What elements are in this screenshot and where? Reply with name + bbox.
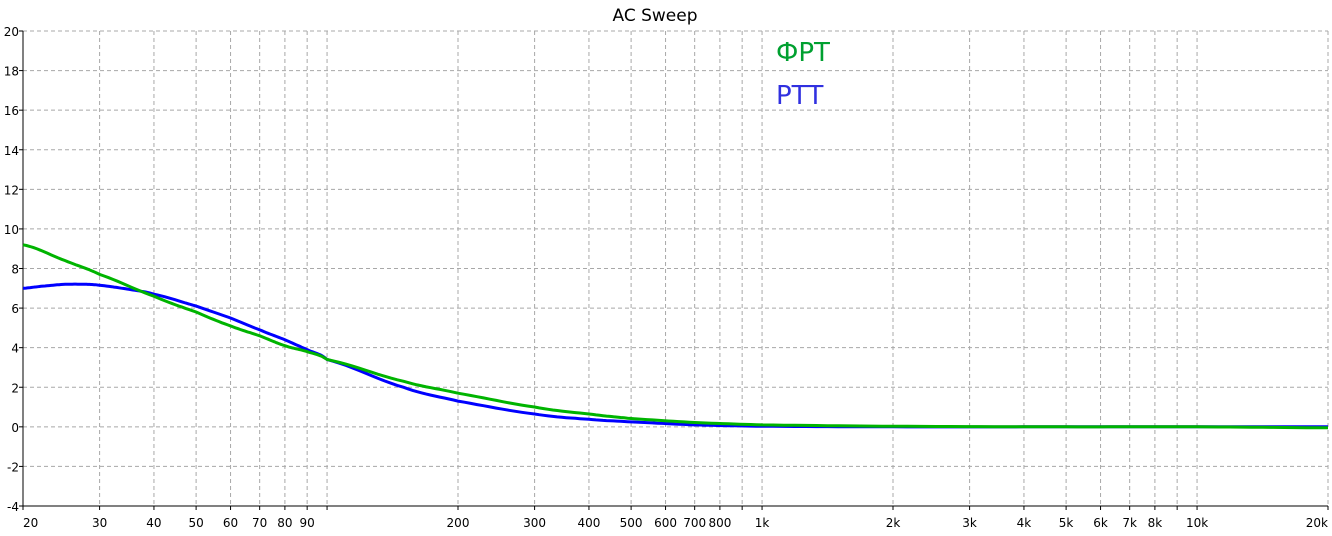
x-tick-label: 400 bbox=[577, 516, 600, 530]
x-tick-label: 700 bbox=[683, 516, 706, 530]
x-tick-label: 20 bbox=[23, 516, 38, 530]
y-tick-label: 12 bbox=[4, 183, 19, 197]
x-tick-label: 60 bbox=[223, 516, 238, 530]
legend: ФРТ РТТ bbox=[776, 38, 830, 111]
x-tick-label: 6k bbox=[1093, 516, 1108, 530]
y-tick-label: 16 bbox=[4, 104, 19, 118]
y-tick-label: -2 bbox=[7, 460, 19, 474]
y-tick-label: 0 bbox=[11, 421, 19, 435]
x-tick-label: 5k bbox=[1059, 516, 1074, 530]
x-tick-label: 1k bbox=[755, 516, 770, 530]
x-tick-label: 20k bbox=[1306, 516, 1328, 530]
x-tick-label: 30 bbox=[92, 516, 107, 530]
y-tick-label: 8 bbox=[11, 263, 19, 277]
x-tick-label: 4k bbox=[1017, 516, 1032, 530]
x-tick-label: 40 bbox=[146, 516, 161, 530]
grid bbox=[23, 30, 1329, 506]
x-tick-label: 90 bbox=[300, 516, 315, 530]
x-tick-label: 10k bbox=[1186, 516, 1208, 530]
y-tick-label: 14 bbox=[4, 144, 19, 158]
x-tick-label: 50 bbox=[188, 516, 203, 530]
x-tick-label: 800 bbox=[708, 516, 731, 530]
y-tick-label: 4 bbox=[11, 342, 19, 356]
x-tick-label: 7k bbox=[1122, 516, 1137, 530]
y-tick-label: 2 bbox=[11, 381, 19, 395]
legend-entry-frt: ФРТ bbox=[776, 38, 830, 68]
x-tick-label: 2k bbox=[886, 516, 901, 530]
series-line-frt bbox=[22, 243, 1328, 430]
chart-title: AC Sweep bbox=[612, 6, 697, 26]
legend-entry-rtt: РТТ bbox=[776, 81, 824, 111]
y-tick-label: 6 bbox=[11, 302, 19, 316]
series-line-rtt bbox=[22, 282, 1328, 429]
x-tick-label: 3k bbox=[962, 516, 977, 530]
y-tick-label: 10 bbox=[4, 223, 19, 237]
y-tick-label: -4 bbox=[7, 500, 19, 514]
series-group bbox=[22, 243, 1328, 430]
x-tick-label: 70 bbox=[252, 516, 267, 530]
y-tick-label: 20 bbox=[4, 25, 19, 39]
x-tick-label: 300 bbox=[523, 516, 546, 530]
x-tick-label: 80 bbox=[277, 516, 292, 530]
x-tick-label: 500 bbox=[620, 516, 643, 530]
x-tick-label: 600 bbox=[654, 516, 677, 530]
x-tick-label: 200 bbox=[447, 516, 470, 530]
x-tick-label: 8k bbox=[1148, 516, 1163, 530]
y-tick-label: 18 bbox=[4, 65, 19, 79]
